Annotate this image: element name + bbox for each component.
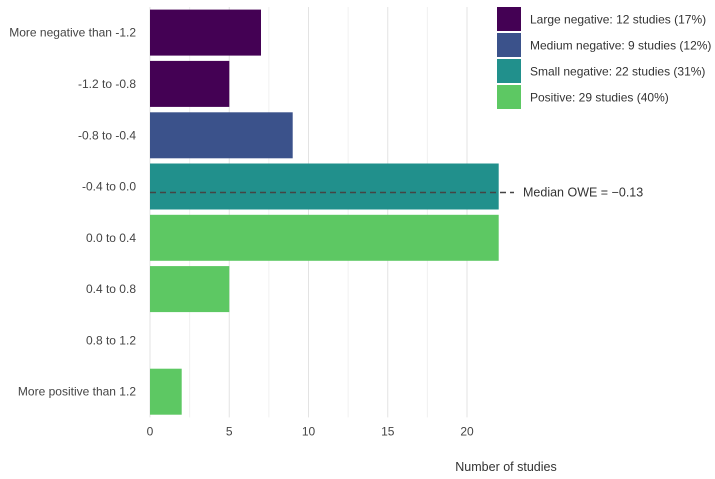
x-tick-label: 10 [302, 424, 316, 438]
y-tick-label: More negative than -1.2 [9, 26, 136, 40]
legend-label: Large negative: 12 studies (17%) [530, 13, 706, 27]
bar [150, 214, 499, 261]
legend-swatch [497, 33, 521, 57]
median-label: Median OWE = −0.13 [523, 186, 643, 200]
legend-swatch [497, 85, 521, 109]
y-tick-label: -1.2 to -0.8 [78, 77, 136, 91]
legend-swatch [497, 7, 521, 31]
x-tick-label: 15 [381, 424, 395, 438]
bar [150, 60, 230, 107]
y-tick-label: 0.0 to 0.4 [86, 231, 136, 245]
median-annotation: Median OWE = −0.13 [150, 186, 643, 200]
x-tick-label: 5 [226, 424, 233, 438]
y-tick-label: More positive than 1.2 [18, 385, 136, 399]
y-tick-label: 0.4 to 0.8 [86, 282, 136, 296]
legend: Large negative: 12 studies (17%) Medium n… [497, 7, 711, 109]
bar [150, 112, 293, 159]
x-axis-title: Number of studies [455, 460, 556, 474]
bars [150, 9, 499, 415]
y-tick-label: -0.4 to 0.0 [82, 180, 136, 194]
x-axis-tick-labels: 0 5 10 15 20 [147, 424, 474, 438]
x-tick-label: 20 [460, 424, 474, 438]
legend-swatch [497, 59, 521, 83]
legend-label: Medium negative: 9 studies (12%) [530, 39, 711, 53]
y-tick-label: -0.8 to -0.4 [78, 128, 136, 142]
y-axis-category-labels: More negative than -1.2 -1.2 to -0.8 -0.8 … [9, 26, 136, 399]
bar [150, 163, 499, 210]
bar [150, 9, 261, 56]
legend-label: Small negative: 22 studies (31%) [530, 65, 705, 79]
bar [150, 266, 230, 313]
x-tick-label: 0 [147, 424, 154, 438]
bar [150, 368, 182, 415]
y-tick-label: 0.8 to 1.2 [86, 333, 136, 347]
legend-label: Positive: 29 studies (40%) [530, 91, 669, 105]
